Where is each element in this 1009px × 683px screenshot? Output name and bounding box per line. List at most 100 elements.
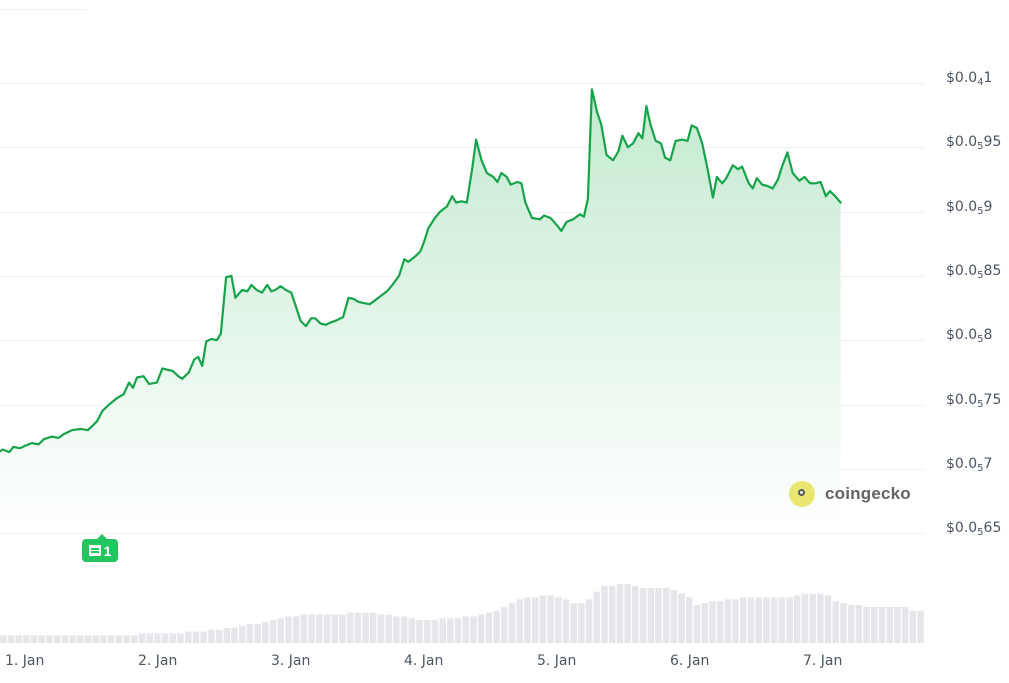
- x-tick-label: 2. Jan: [138, 653, 178, 669]
- volume-bar: [824, 595, 832, 643]
- x-tick-label: 4. Jan: [404, 653, 444, 669]
- volume-bar: [894, 606, 901, 643]
- x-tick-label: 6. Jan: [670, 653, 710, 669]
- volume-bar: [346, 612, 354, 643]
- volume-bar: [161, 633, 169, 643]
- price-area-fill: [0, 89, 841, 531]
- volume-bar: [377, 614, 385, 643]
- volume-bar: [608, 586, 616, 643]
- volume-bar: [154, 633, 161, 643]
- volume-bar: [370, 612, 377, 643]
- volume-bar: [917, 610, 924, 643]
- volume-bar: [462, 616, 470, 643]
- volume-bar: [300, 614, 308, 643]
- volume-bar: [732, 599, 739, 643]
- volume-bar: [716, 601, 724, 643]
- volume-bar: [231, 627, 238, 643]
- x-tick-label: 3. Jan: [271, 653, 311, 669]
- volume-bar: [100, 635, 107, 643]
- volume-bar: [470, 616, 477, 643]
- news-event-count: 1: [103, 542, 112, 559]
- volume-bar: [809, 593, 816, 643]
- volume-bar: [701, 603, 708, 643]
- volume-bar: [38, 635, 46, 643]
- y-tick-label: $0.057: [946, 456, 993, 474]
- volume-bar: [555, 597, 562, 643]
- volume-bar: [585, 599, 593, 643]
- volume-bar: [778, 597, 786, 643]
- volume-bar: [84, 635, 92, 643]
- volume-bar: [524, 597, 531, 643]
- volume-bar: [516, 599, 523, 643]
- volume-bar: [709, 601, 716, 643]
- volume-bar: [362, 612, 369, 643]
- volume-bar: [61, 635, 69, 643]
- volume-bar: [616, 584, 624, 643]
- volume-bar: [886, 606, 893, 643]
- volume-bar: [385, 614, 392, 643]
- volume-bar: [770, 597, 778, 643]
- y-tick-label: $0.0575: [946, 392, 1002, 410]
- volume-bar: [200, 631, 207, 643]
- volume-bar: [647, 587, 655, 643]
- price-line: [0, 88, 842, 454]
- volume-bar: [454, 618, 462, 643]
- volume-bar: [755, 597, 762, 643]
- news-event-badge[interactable]: 1: [82, 534, 118, 562]
- volume-bar: [562, 599, 570, 643]
- volume-bar: [323, 614, 331, 643]
- volume-bar: [840, 603, 847, 643]
- volume-bar: [416, 620, 423, 643]
- volume-bar: [539, 595, 547, 643]
- news-icon: [88, 545, 101, 556]
- volume-bar: [547, 595, 554, 643]
- volume-bar: [262, 622, 269, 643]
- volume-bar: [871, 606, 878, 643]
- volume-bar: [747, 597, 755, 643]
- volume-bar: [693, 605, 701, 643]
- volume-bar: [662, 587, 670, 643]
- volume-bar: [740, 597, 747, 643]
- y-tick-label: $0.0585: [946, 263, 1002, 281]
- volume-bar: [185, 631, 192, 643]
- volume-bar: [763, 597, 770, 643]
- volume-bar: [339, 614, 346, 643]
- volume-bar: [254, 624, 261, 643]
- volume-bar: [447, 618, 454, 643]
- volume-bar: [485, 612, 493, 643]
- volume-bar: [593, 591, 601, 643]
- volume-bar: [531, 597, 539, 643]
- volume-bars: [0, 584, 924, 643]
- volume-bar: [146, 633, 153, 643]
- watermark-text: coingecko: [825, 484, 911, 503]
- volume-bar: [786, 597, 793, 643]
- volume-bar: [724, 599, 732, 643]
- volume-bar: [578, 603, 585, 643]
- volume-bar: [0, 635, 7, 643]
- volume-bar: [115, 635, 123, 643]
- volume-bar: [878, 606, 886, 643]
- volume-bar: [223, 627, 231, 643]
- volume-bar: [655, 587, 662, 643]
- volume-bar: [501, 606, 508, 643]
- volume-bar: [354, 612, 362, 643]
- x-tick-label: 1. Jan: [5, 653, 45, 669]
- volume-bar: [508, 603, 516, 643]
- volume-bar: [316, 614, 323, 643]
- volume-bar: [817, 593, 824, 643]
- volume-bar: [686, 597, 693, 643]
- volume-bar: [909, 610, 917, 643]
- volume-bar: [832, 601, 840, 643]
- volume-bar: [400, 616, 408, 643]
- volume-bar: [431, 620, 439, 643]
- coingecko-logo-icon: [789, 481, 815, 507]
- y-tick-label: $0.0595: [946, 134, 1002, 152]
- volume-bar: [624, 584, 631, 643]
- volume-bar: [15, 635, 22, 643]
- volume-bar: [393, 616, 400, 643]
- volume-bar: [277, 618, 285, 643]
- volume-bar: [46, 635, 53, 643]
- volume-bar: [632, 586, 639, 643]
- coingecko-watermark: coingecko: [789, 481, 911, 507]
